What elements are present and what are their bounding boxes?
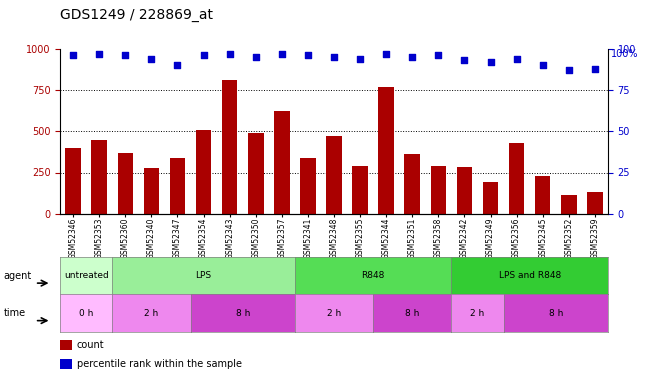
- Text: 8 h: 8 h: [548, 309, 563, 318]
- Point: [224, 51, 235, 57]
- Bar: [92, 140, 107, 214]
- Text: count: count: [77, 340, 104, 350]
- Bar: [300, 158, 316, 214]
- Point: [120, 53, 131, 58]
- Text: percentile rank within the sample: percentile rank within the sample: [77, 359, 242, 369]
- Bar: [378, 87, 394, 214]
- Point: [485, 59, 496, 65]
- Bar: [118, 153, 133, 214]
- Bar: [274, 111, 290, 214]
- Text: R848: R848: [361, 271, 385, 280]
- Text: 8 h: 8 h: [405, 309, 420, 318]
- Bar: [483, 182, 498, 214]
- Bar: [457, 167, 472, 214]
- Point: [68, 53, 79, 58]
- Text: LPS: LPS: [196, 271, 212, 280]
- Text: 2 h: 2 h: [470, 309, 484, 318]
- Point: [250, 54, 261, 60]
- Point: [459, 57, 470, 63]
- Point: [94, 51, 105, 57]
- Text: 8 h: 8 h: [236, 309, 250, 318]
- Text: 100%: 100%: [611, 49, 639, 59]
- Point: [172, 62, 183, 68]
- Bar: [326, 136, 342, 214]
- Bar: [430, 166, 446, 214]
- Bar: [509, 143, 524, 214]
- Point: [407, 54, 418, 60]
- Bar: [196, 130, 211, 214]
- Text: LPS and R848: LPS and R848: [498, 271, 560, 280]
- Text: time: time: [3, 308, 25, 318]
- Point: [355, 56, 365, 62]
- Bar: [587, 192, 603, 214]
- Point: [563, 67, 574, 73]
- Text: 2 h: 2 h: [144, 309, 158, 318]
- Bar: [60, 358, 72, 369]
- Point: [589, 66, 600, 72]
- Text: agent: agent: [3, 271, 31, 280]
- Bar: [404, 154, 420, 214]
- Point: [511, 56, 522, 62]
- Bar: [144, 168, 159, 214]
- Point: [381, 51, 391, 57]
- Text: 0 h: 0 h: [79, 309, 94, 318]
- Point: [303, 53, 313, 58]
- Bar: [60, 340, 72, 350]
- Text: 2 h: 2 h: [327, 309, 341, 318]
- Bar: [170, 158, 185, 214]
- Point: [198, 53, 209, 58]
- Point: [329, 54, 339, 60]
- Bar: [561, 195, 576, 214]
- Text: GDS1249 / 228869_at: GDS1249 / 228869_at: [60, 9, 213, 22]
- Text: untreated: untreated: [64, 271, 109, 280]
- Bar: [222, 80, 238, 214]
- Bar: [535, 176, 550, 214]
- Point: [433, 53, 444, 58]
- Point: [537, 62, 548, 68]
- Bar: [65, 148, 81, 214]
- Bar: [248, 133, 264, 214]
- Point: [146, 56, 157, 62]
- Bar: [352, 166, 368, 214]
- Point: [277, 51, 287, 57]
